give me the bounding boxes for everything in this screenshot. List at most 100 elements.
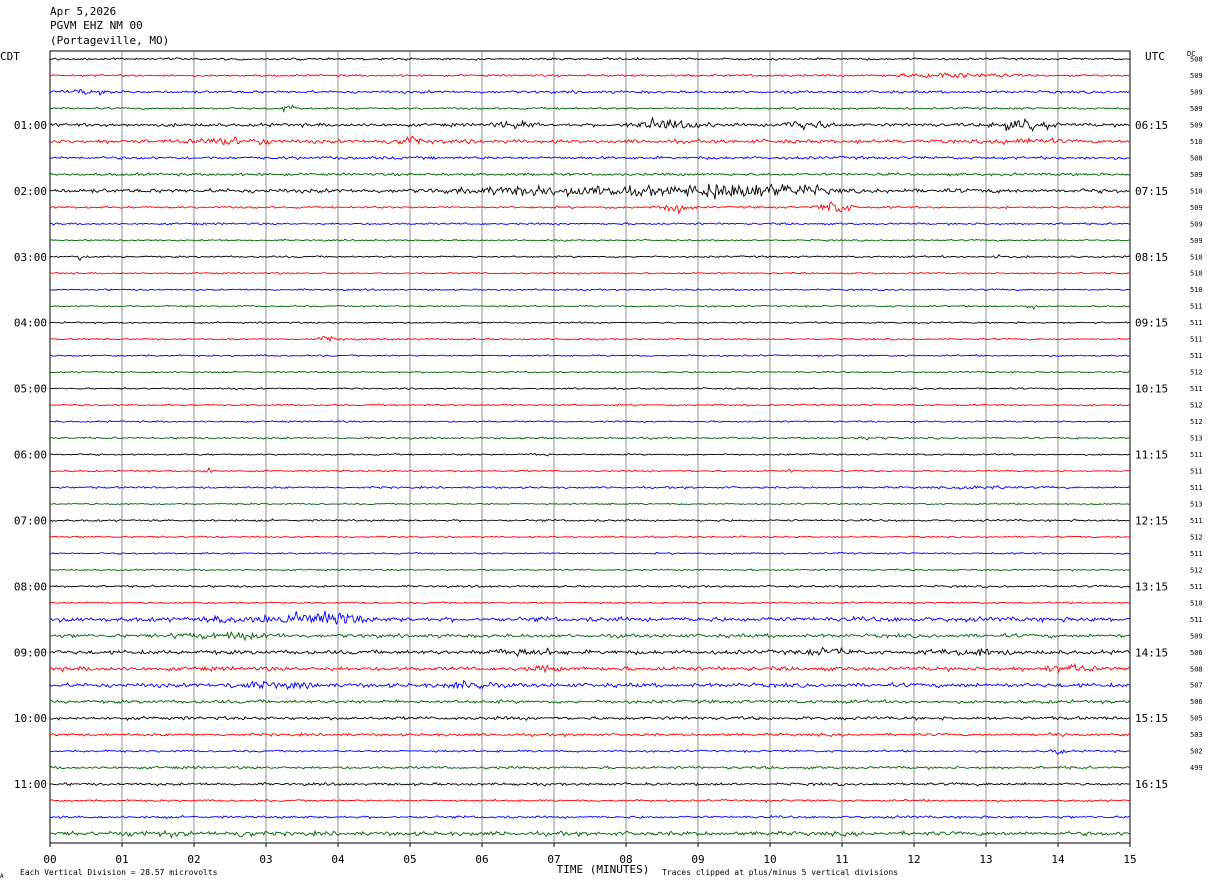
- right-hour-label: 08:15: [1135, 251, 1168, 264]
- seismic-trace: [49, 610, 1131, 626]
- seismic-trace: [49, 183, 1130, 200]
- seismic-trace: [49, 715, 1131, 722]
- seismic-trace: [49, 679, 1131, 691]
- dc-offset-label: 511: [1190, 352, 1203, 360]
- left-hour-label: 07:00: [14, 514, 47, 527]
- seismic-trace: [49, 798, 1131, 803]
- left-hour-label: 08:00: [14, 580, 47, 593]
- dc-offset-label: 510: [1190, 138, 1203, 146]
- dc-offset-label: 511: [1190, 484, 1203, 492]
- right-hour-label: 06:15: [1135, 119, 1168, 132]
- x-tick-label: 10: [763, 853, 776, 866]
- x-tick-label: 01: [115, 853, 128, 866]
- x-tick-label: 15: [1123, 853, 1136, 866]
- left-hour-label: 10:00: [14, 712, 47, 725]
- left-hour-label: 03:00: [14, 251, 47, 264]
- left-hour-label: 04:00: [14, 317, 47, 330]
- seismic-trace: [49, 288, 1131, 292]
- seismic-trace: [50, 403, 1131, 407]
- right-hour-label: 13:15: [1135, 580, 1168, 593]
- dc-offset-label: 511: [1190, 451, 1203, 459]
- dc-offset-label: 512: [1190, 402, 1203, 410]
- seismic-trace: [49, 814, 1131, 820]
- dc-offset-label: 508: [1190, 56, 1203, 64]
- dc-offset-label: 509: [1190, 105, 1203, 113]
- dc-offset-label: 511: [1190, 336, 1203, 344]
- dc-offset-label: 510: [1190, 286, 1203, 294]
- seismic-trace: [49, 781, 1131, 787]
- dc-offset-label: 509: [1190, 237, 1203, 245]
- x-tick-label: 00: [43, 853, 56, 866]
- right-timezone-label: UTC: [1145, 50, 1165, 63]
- dc-offset-label: 511: [1190, 616, 1203, 624]
- dc-offset-label: 511: [1190, 550, 1203, 558]
- dc-offset-label: 510: [1190, 187, 1203, 195]
- seismic-trace: [50, 551, 1131, 556]
- x-tick-label: 11: [835, 853, 848, 866]
- left-hour-label: 05:00: [14, 383, 47, 396]
- x-tick-label: 14: [1051, 853, 1065, 866]
- dc-offset-label: 512: [1190, 418, 1203, 426]
- left-hour-label: 01:00: [14, 119, 47, 132]
- dc-offset-label: 509: [1190, 204, 1203, 212]
- dc-offset-label: 510: [1190, 253, 1203, 261]
- seismic-trace: [49, 254, 1131, 261]
- header-location: (Portageville, MO): [50, 34, 170, 47]
- dc-offset-label: 509: [1190, 220, 1203, 228]
- right-hour-label: 15:15: [1135, 712, 1168, 725]
- seismic-trace: [49, 698, 1131, 705]
- dc-offset-label: 511: [1190, 303, 1203, 311]
- dc-offset-label: 509: [1190, 632, 1203, 640]
- seismic-trace: [49, 370, 1131, 374]
- x-tick-label: 07: [547, 853, 560, 866]
- seismic-trace: [49, 116, 1131, 132]
- seismic-trace: [49, 584, 1131, 589]
- seismic-trace: [49, 171, 1131, 177]
- seismic-trace: [49, 271, 1131, 276]
- dc-offset-label: 510: [1190, 599, 1203, 607]
- seismic-trace: [49, 518, 1131, 523]
- dc-offset-label: 502: [1190, 748, 1203, 756]
- dc-offset-label: 507: [1190, 682, 1203, 690]
- seismic-trace: [49, 72, 1131, 79]
- dc-offset-label: 509: [1190, 171, 1203, 179]
- seismic-trace: [50, 420, 1131, 424]
- right-hour-label: 16:15: [1135, 778, 1168, 791]
- x-tick-label: 04: [331, 853, 345, 866]
- dc-offset-label: 509: [1190, 72, 1203, 80]
- left-timezone-label: CDT: [0, 50, 20, 63]
- dc-offset-label: 510: [1190, 270, 1203, 278]
- dc-offset-header: DC: [1187, 50, 1196, 58]
- seismic-trace: [49, 89, 1131, 97]
- seismic-trace: [49, 466, 1131, 474]
- scale-note: Each Vertical Division = 28.57 microvolt…: [20, 868, 218, 877]
- dc-offset-label: 511: [1190, 583, 1203, 591]
- seismic-trace: [49, 387, 1131, 391]
- x-tick-label: 03: [259, 853, 272, 866]
- dc-offset-label: 509: [1190, 88, 1203, 96]
- seismic-trace: [49, 104, 1131, 114]
- seismic-trace: [49, 436, 1131, 441]
- corner-mark: A: [0, 873, 4, 880]
- x-tick-label: 08: [619, 853, 632, 866]
- right-hour-label: 10:15: [1135, 383, 1168, 396]
- dc-offset-label: 506: [1190, 649, 1203, 657]
- seismic-trace: [50, 731, 1131, 738]
- right-hour-label: 07:15: [1135, 185, 1168, 198]
- seismic-trace: [49, 631, 1131, 642]
- x-axis-label: TIME (MINUTES): [557, 863, 650, 876]
- dc-offset-label: 503: [1190, 731, 1203, 739]
- seismic-trace: [49, 535, 1131, 539]
- right-hour-label: 09:15: [1135, 317, 1168, 330]
- plot-frame: [49, 50, 1131, 844]
- seismic-trace: [49, 765, 1131, 771]
- seismic-trace: [49, 353, 1131, 358]
- seismic-trace: [49, 749, 1131, 755]
- seismic-trace: [49, 485, 1131, 490]
- dc-offset-label: 511: [1190, 385, 1203, 393]
- x-tick-label: 02: [187, 853, 200, 866]
- seismic-trace: [49, 502, 1131, 506]
- seismic-trace: [49, 646, 1131, 658]
- x-tick-label: 09: [691, 853, 704, 866]
